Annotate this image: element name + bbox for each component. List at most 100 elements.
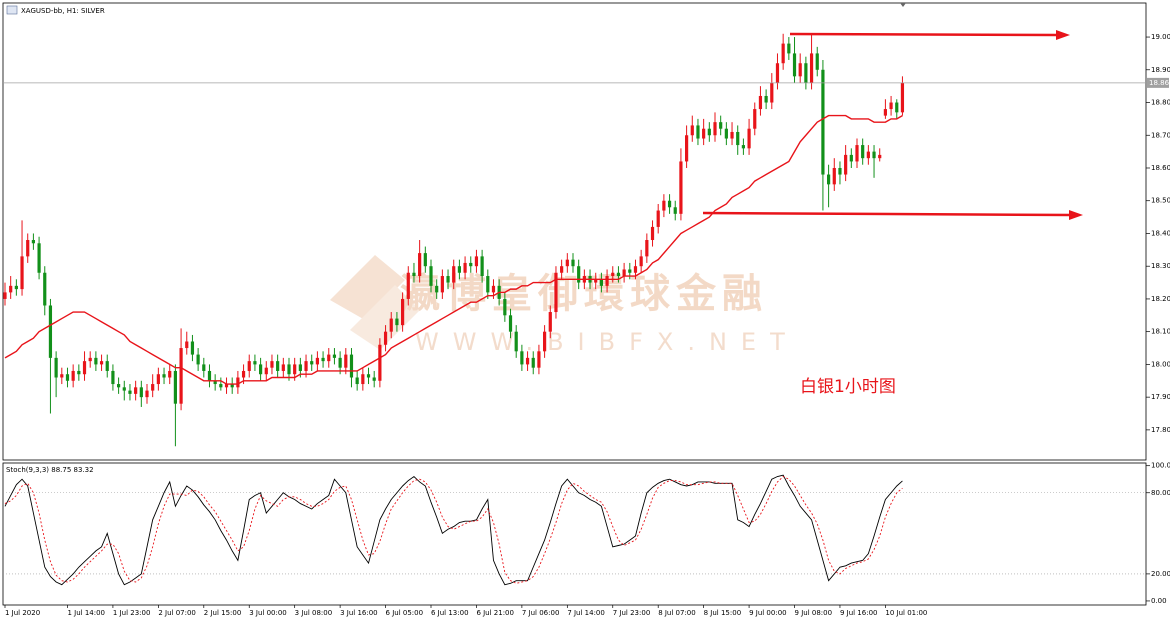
- y-tick-label: 17.90: [1151, 393, 1170, 401]
- y-tick-label: 18.40: [1151, 229, 1170, 237]
- candle-body: [349, 354, 354, 378]
- y-tick-label: 18.70: [1151, 131, 1170, 139]
- candle-body: [832, 167, 836, 185]
- candle-body: [82, 361, 87, 375]
- y-tick-label: 18.30: [1151, 262, 1170, 270]
- candle-body: [520, 351, 524, 365]
- symbol-icon: [6, 5, 18, 15]
- annotation: 白银1小时图: [800, 377, 896, 397]
- candle-body: [792, 53, 797, 77]
- candle-body: [48, 305, 53, 358]
- candle-body: [861, 145, 865, 159]
- candle-body: [151, 384, 155, 391]
- watermark-url: WWW.BIBFX.NET: [415, 328, 799, 356]
- candle-body: [99, 361, 104, 365]
- candle-body: [849, 154, 853, 162]
- candle-body: [219, 384, 223, 388]
- candle-body: [105, 361, 109, 371]
- x-tick-label: 2 Jul 15:00: [204, 609, 242, 617]
- candle-body: [111, 370, 115, 385]
- candle-body: [616, 272, 621, 277]
- candle-body: [883, 109, 887, 116]
- candle-body: [560, 266, 564, 273]
- candle-body: [162, 374, 166, 378]
- candle-body: [435, 285, 439, 293]
- arrow-line: [702, 211, 1072, 217]
- candle-body: [344, 354, 348, 368]
- candle-body: [639, 256, 643, 267]
- candle-body: [298, 364, 302, 371]
- candle-body: [54, 357, 58, 378]
- candle-body: [463, 262, 467, 273]
- x-tick-label: 3 Jul 16:00: [340, 609, 378, 617]
- candle-body: [719, 122, 723, 129]
- x-tick-label: 6 Jul 05:00: [386, 609, 424, 617]
- candle-body: [253, 361, 257, 365]
- y-tick-label: 19.00: [1151, 33, 1170, 41]
- candle-body: [821, 69, 825, 175]
- candle-body: [259, 364, 263, 375]
- candle-body: [224, 384, 229, 388]
- y-tick-label: 18.80: [1151, 99, 1170, 107]
- candle-body: [730, 131, 734, 139]
- candle-body: [378, 344, 382, 381]
- candle-body: [457, 266, 461, 273]
- shift-marker: [900, 3, 906, 7]
- candle-body: [423, 253, 427, 267]
- candle-body: [366, 374, 371, 378]
- candle-body: [696, 125, 700, 139]
- y-tick-label: 18.90: [1151, 66, 1170, 74]
- candle-body: [321, 357, 325, 362]
- candle-body: [622, 269, 626, 277]
- candle-body: [327, 354, 331, 362]
- candle-body: [31, 240, 35, 244]
- candle-body: [247, 361, 251, 371]
- candle-body: [514, 331, 518, 352]
- candle-body: [667, 200, 672, 208]
- candle-body: [741, 145, 745, 149]
- candle-body: [429, 266, 433, 286]
- candle-body: [241, 370, 246, 378]
- candle-body: [724, 128, 728, 139]
- candle-body: [764, 95, 768, 103]
- candle-body: [895, 102, 899, 113]
- candle-body: [139, 387, 143, 398]
- candle-body: [446, 276, 450, 283]
- candle-body: [9, 285, 13, 293]
- candle-body: [543, 331, 547, 352]
- watermark-logo: [330, 255, 405, 320]
- candle-body: [815, 53, 819, 70]
- candle-body: [798, 63, 802, 77]
- candle-body: [122, 387, 126, 391]
- candle-body: [594, 279, 598, 283]
- candle-body: [554, 272, 558, 313]
- y-tick-label: 18.50: [1151, 197, 1170, 205]
- candle-body: [281, 364, 285, 371]
- annotation-arrows: [702, 30, 1083, 220]
- x-tick-label: 7 Jul 06:00: [522, 609, 560, 617]
- candle-body: [531, 357, 535, 368]
- candle-body: [866, 151, 870, 159]
- candle-body: [190, 341, 195, 355]
- candle-body: [503, 298, 507, 316]
- candle-body: [753, 109, 757, 129]
- candle-body: [702, 128, 706, 139]
- candle-body: [145, 390, 149, 398]
- candle-body: [3, 292, 7, 299]
- arrow-head: [1069, 210, 1083, 220]
- candle-body: [412, 272, 416, 277]
- candle-body: [196, 354, 200, 365]
- candle-body: [525, 357, 530, 365]
- x-tick-label: 1 Jul 2020: [5, 609, 40, 617]
- x-tick-label: 9 Jul 00:00: [749, 609, 787, 617]
- candle-body: [315, 357, 319, 365]
- candle-body: [65, 374, 70, 381]
- candle-body: [60, 374, 64, 378]
- candle-body: [406, 272, 410, 299]
- candle-body: [809, 53, 814, 83]
- moving-average: [4, 114, 903, 385]
- candle-body: [401, 298, 405, 326]
- x-tick-label: 8 Jul 07:00: [658, 609, 696, 617]
- x-tick-label: 9 Jul 16:00: [840, 609, 878, 617]
- candle-body: [662, 200, 666, 211]
